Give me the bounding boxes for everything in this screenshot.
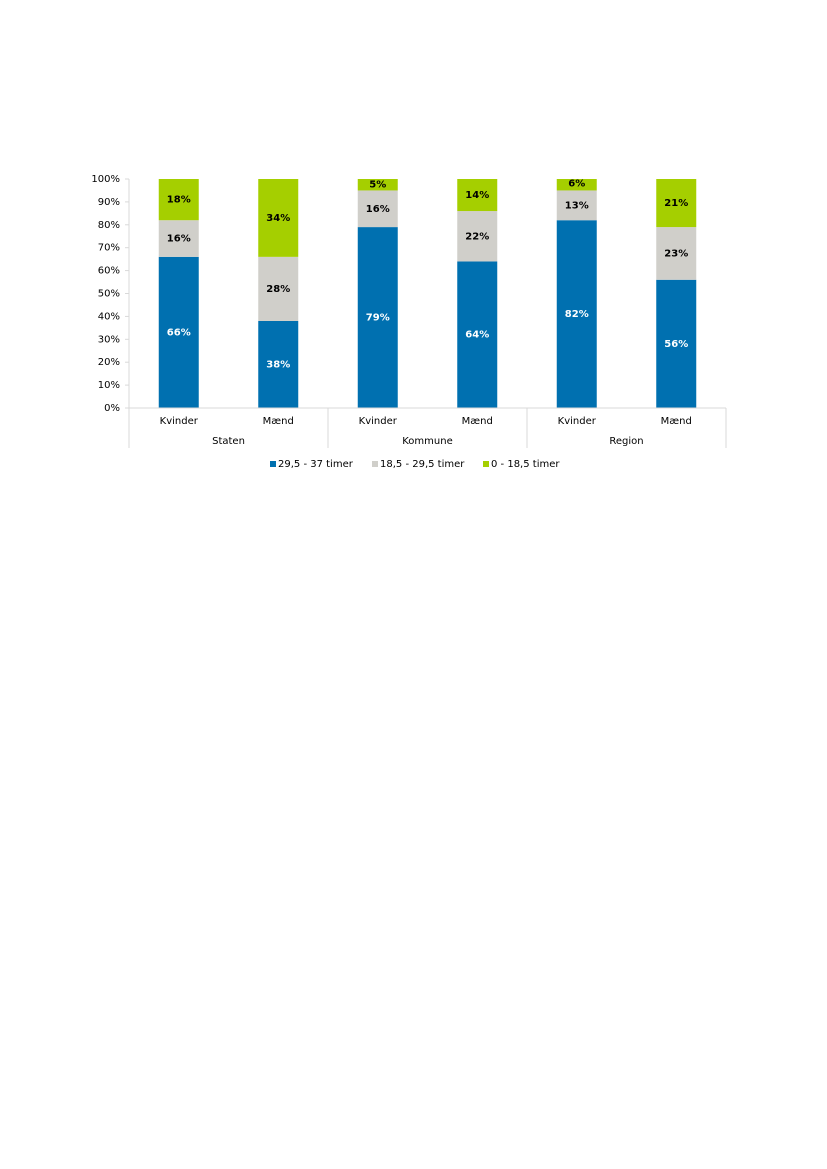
value-label: 79% bbox=[366, 313, 390, 324]
value-label: 18% bbox=[167, 195, 191, 206]
value-label: 21% bbox=[664, 198, 688, 209]
value-label: 13% bbox=[565, 200, 589, 211]
value-label: 28% bbox=[266, 284, 290, 295]
y-tick-label: 100% bbox=[91, 174, 120, 185]
value-label: 64% bbox=[465, 330, 489, 341]
x-tick-label: Kvinder bbox=[558, 416, 597, 427]
y-tick-label: 90% bbox=[98, 197, 120, 208]
x-tick-label: Kvinder bbox=[160, 416, 199, 427]
legend-label: 29,5 - 37 timer bbox=[278, 459, 354, 470]
legend-label: 0 - 18,5 timer bbox=[491, 459, 560, 470]
y-tick-label: 40% bbox=[98, 311, 120, 322]
y-tick-label: 70% bbox=[98, 243, 120, 254]
x-tick-label: Kvinder bbox=[359, 416, 398, 427]
bar-segment bbox=[258, 179, 299, 257]
x-tick-label: Mænd bbox=[462, 416, 493, 427]
bar-segment bbox=[656, 179, 697, 228]
value-label: 56% bbox=[664, 339, 688, 350]
value-label: 14% bbox=[465, 190, 489, 201]
x-tick-label: Mænd bbox=[661, 416, 692, 427]
value-label: 16% bbox=[167, 234, 191, 245]
bar-segment bbox=[457, 211, 498, 262]
bar-segment bbox=[556, 220, 597, 408]
value-label: 16% bbox=[366, 204, 390, 215]
y-tick-label: 10% bbox=[98, 380, 120, 391]
bar-segment bbox=[357, 190, 398, 228]
legend-swatch bbox=[270, 461, 276, 467]
legend-swatch bbox=[372, 461, 378, 467]
bar-segment bbox=[656, 279, 697, 408]
bar-segment bbox=[258, 320, 299, 408]
value-label: 34% bbox=[266, 213, 290, 224]
value-label: 23% bbox=[664, 248, 688, 259]
bar-segment bbox=[158, 256, 199, 408]
y-tick-label: 60% bbox=[98, 266, 120, 277]
y-tick-label: 50% bbox=[98, 289, 120, 300]
bar-segment bbox=[158, 179, 199, 221]
bar-segment bbox=[457, 261, 498, 408]
value-label: 6% bbox=[568, 179, 585, 190]
bar-segment bbox=[258, 256, 299, 321]
group-label: Staten bbox=[212, 436, 245, 447]
group-label: Kommune bbox=[402, 436, 453, 447]
value-label: 66% bbox=[167, 327, 191, 338]
plot-area bbox=[158, 179, 697, 408]
value-label: 82% bbox=[565, 309, 589, 320]
y-tick-label: 0% bbox=[104, 403, 120, 414]
bar-segment bbox=[457, 179, 498, 212]
value-label: 5% bbox=[369, 180, 386, 191]
value-label: 38% bbox=[266, 359, 290, 370]
bar-segment bbox=[357, 227, 398, 408]
bar-segment bbox=[556, 190, 597, 221]
bar-segment bbox=[656, 227, 697, 280]
bar-segment bbox=[556, 179, 597, 191]
y-tick-label: 20% bbox=[98, 357, 120, 368]
bar-segment bbox=[158, 220, 199, 257]
value-label: 22% bbox=[465, 231, 489, 242]
y-tick-label: 80% bbox=[98, 220, 120, 231]
legend-label: 18,5 - 29,5 timer bbox=[380, 459, 465, 470]
y-tick-label: 30% bbox=[98, 334, 120, 345]
bar-segment bbox=[357, 179, 398, 191]
legend-swatch bbox=[483, 461, 489, 467]
group-label: Region bbox=[609, 436, 643, 447]
x-tick-label: Mænd bbox=[263, 416, 294, 427]
